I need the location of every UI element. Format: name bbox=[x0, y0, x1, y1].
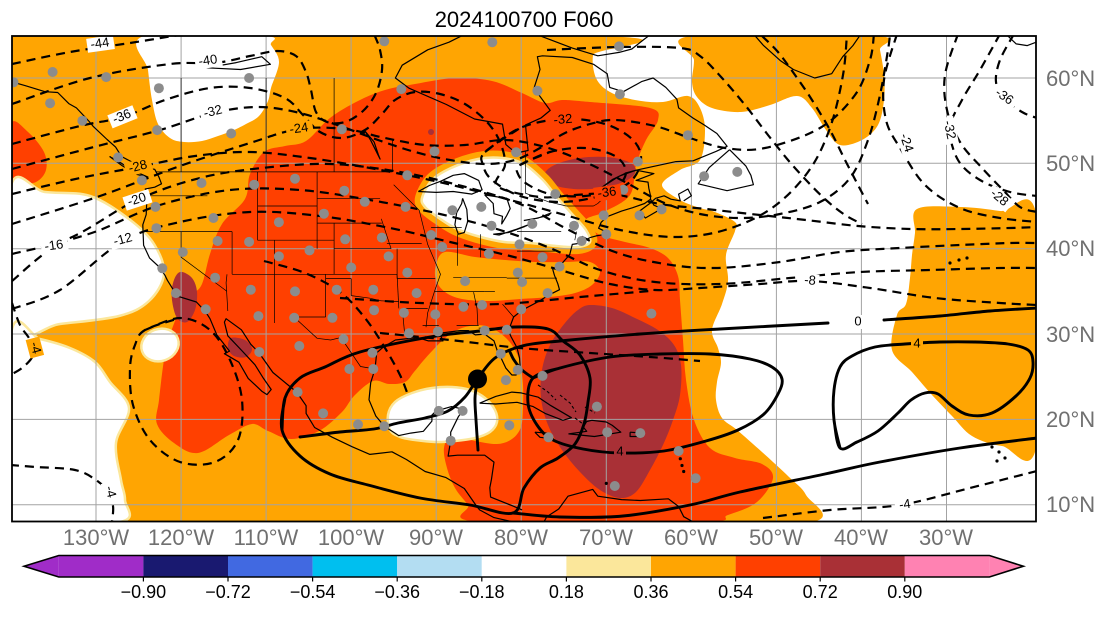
svg-text:-4: -4 bbox=[102, 484, 119, 499]
svg-text:-36: -36 bbox=[597, 183, 618, 200]
svg-text:0: 0 bbox=[854, 313, 861, 328]
svg-text:120°W: 120°W bbox=[148, 525, 215, 550]
svg-text:-32: -32 bbox=[202, 101, 224, 120]
svg-text:0.54: 0.54 bbox=[718, 582, 753, 602]
svg-text:40°W: 40°W bbox=[834, 525, 888, 550]
svg-text:50°N: 50°N bbox=[1046, 151, 1095, 176]
svg-text:-40: -40 bbox=[198, 51, 219, 68]
svg-text:0.72: 0.72 bbox=[803, 582, 838, 602]
svg-text:-20: -20 bbox=[125, 189, 148, 209]
svg-text:0.18: 0.18 bbox=[549, 582, 584, 602]
svg-text:4: 4 bbox=[913, 335, 920, 350]
svg-text:70°W: 70°W bbox=[579, 525, 633, 550]
svg-text:60°N: 60°N bbox=[1046, 66, 1095, 91]
svg-text:130°W: 130°W bbox=[63, 525, 130, 550]
svg-text:10°N: 10°N bbox=[1046, 492, 1095, 517]
svg-text:0.90: 0.90 bbox=[887, 582, 922, 602]
svg-text:−0.18: −0.18 bbox=[459, 582, 505, 602]
svg-text:-8: -8 bbox=[804, 272, 817, 288]
svg-text:20°N: 20°N bbox=[1046, 407, 1095, 432]
svg-text:−0.72: −0.72 bbox=[205, 582, 251, 602]
svg-text:-4: -4 bbox=[27, 340, 44, 355]
svg-text:−0.36: −0.36 bbox=[374, 582, 420, 602]
svg-text:-24: -24 bbox=[897, 131, 917, 154]
svg-text:90°W: 90°W bbox=[409, 525, 463, 550]
svg-text:-28: -28 bbox=[127, 156, 149, 175]
svg-text:-32: -32 bbox=[941, 119, 960, 141]
svg-text:-32: -32 bbox=[553, 111, 573, 128]
svg-text:110°W: 110°W bbox=[234, 525, 299, 550]
svg-text:-24: -24 bbox=[289, 119, 310, 136]
svg-text:−0.90: −0.90 bbox=[121, 582, 167, 602]
svg-text:-16: -16 bbox=[44, 236, 65, 253]
svg-text:80°W: 80°W bbox=[494, 525, 548, 550]
svg-text:2024100700 F060: 2024100700 F060 bbox=[435, 7, 614, 32]
svg-text:-12: -12 bbox=[112, 229, 134, 248]
svg-text:-44: -44 bbox=[90, 34, 111, 51]
svg-text:40°N: 40°N bbox=[1046, 236, 1095, 261]
svg-text:0.36: 0.36 bbox=[633, 582, 668, 602]
svg-text:50°W: 50°W bbox=[749, 525, 803, 550]
svg-text:30°W: 30°W bbox=[919, 525, 973, 550]
svg-text:-36: -36 bbox=[110, 106, 133, 127]
svg-text:4: 4 bbox=[616, 443, 623, 458]
svg-text:60°W: 60°W bbox=[664, 525, 718, 550]
svg-text:-4: -4 bbox=[898, 496, 912, 512]
svg-text:30°N: 30°N bbox=[1046, 322, 1095, 347]
svg-text:100°W: 100°W bbox=[318, 525, 385, 550]
svg-text:−0.54: −0.54 bbox=[290, 582, 336, 602]
